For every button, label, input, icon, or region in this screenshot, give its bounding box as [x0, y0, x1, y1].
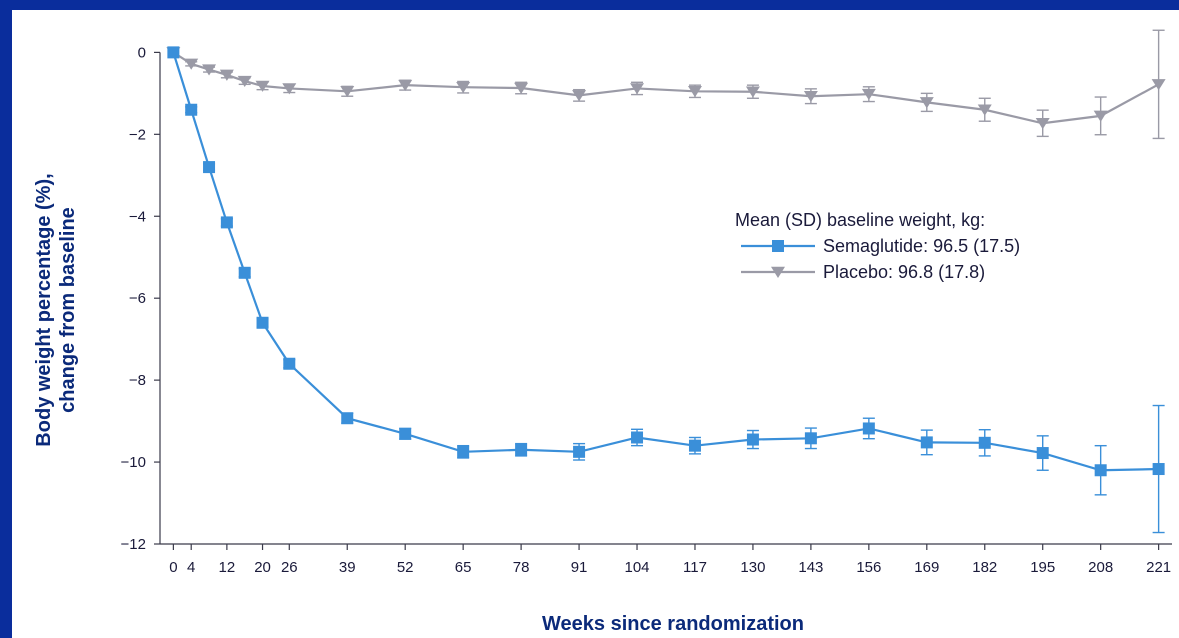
x-tick-label: 65 [455, 559, 472, 576]
data-point [514, 82, 529, 94]
data-point [220, 216, 233, 229]
data-point [630, 83, 645, 95]
x-tick-label: 182 [972, 559, 997, 576]
data-point [457, 445, 470, 458]
series-placebo [166, 29, 1166, 140]
x-tick-label: 91 [571, 559, 588, 576]
legend: Mean (SD) baseline weight, kg: Semaglutid… [735, 210, 1020, 282]
x-tick-label: 130 [740, 559, 765, 576]
x-tick-label: 39 [339, 559, 356, 576]
data-point [219, 69, 234, 81]
x-tick-label: 156 [856, 559, 881, 576]
x-tick-label: 26 [281, 559, 298, 576]
y-tick-label: 0 [138, 44, 146, 61]
x-tick-label: 117 [683, 559, 707, 576]
data-point [861, 88, 876, 101]
data-point [515, 443, 528, 456]
y-tick-label: −8 [129, 372, 146, 389]
x-tick-label: 221 [1146, 559, 1171, 576]
data-point [184, 58, 199, 70]
legend-item: Semaglutide: 96.5 (17.5) [741, 236, 1020, 256]
x-tick-label: 20 [254, 559, 271, 576]
series-semaglutide [167, 46, 1165, 534]
data-point [977, 104, 992, 116]
y-axis-title-line1: Body weight percentage (%), [33, 173, 55, 446]
data-point [255, 80, 270, 92]
axes [154, 51, 1172, 550]
data-point [203, 161, 216, 174]
data-point [1036, 447, 1049, 460]
tick-labels: 0−2−4−6−8−10−120 4 12 20 26 39 52 65 78 91 104 117 1… [121, 44, 1172, 576]
chart-panel: 0 −2 −4 −6 −8 −10 −12 0 4 12 20 26 39 52 65 78 91 104 117 1… [12, 10, 1179, 638]
data-point [341, 412, 354, 425]
data-point [772, 240, 784, 252]
y-tick-label: −6 [129, 290, 146, 307]
x-tick-label: 0 [169, 559, 177, 576]
data-point [340, 86, 355, 98]
series-line [172, 51, 1160, 125]
legend-title: Mean (SD) baseline weight, kg: [735, 210, 985, 230]
x-tick-label: 78 [513, 559, 530, 576]
x-tick-label: 52 [397, 559, 414, 576]
x-tick-label: 169 [914, 559, 939, 576]
data-point [456, 81, 471, 94]
series-layer [166, 29, 1166, 534]
data-point [687, 86, 702, 98]
data-point [804, 432, 817, 445]
data-point [862, 422, 875, 435]
data-point [745, 86, 760, 98]
legend-label: Placebo: 96.8 (17.8) [823, 262, 985, 282]
data-point [238, 266, 251, 279]
data-point [771, 266, 785, 278]
data-point [1152, 463, 1165, 476]
data-point [920, 436, 933, 449]
y-tick-label: −2 [129, 126, 146, 143]
data-point [282, 83, 297, 95]
data-point [237, 75, 252, 88]
weight-change-chart: 0−2−4−6−8−10−120 4 12 20 26 39 52 65 78 91 104 117 1… [33, 29, 1172, 635]
data-point [283, 357, 296, 370]
data-point [688, 439, 701, 452]
data-point [631, 431, 644, 444]
legend-label: Semaglutide: 96.5 (17.5) [823, 236, 1020, 256]
x-tick-label: 104 [625, 559, 650, 576]
data-point [978, 436, 991, 449]
x-axis-title: Weeks since randomization [542, 613, 804, 635]
data-point [1035, 118, 1050, 130]
data-point [399, 427, 412, 440]
data-point [185, 103, 198, 116]
data-point [1094, 464, 1107, 477]
x-tick-label: 195 [1030, 559, 1055, 576]
x-tick-label: 12 [219, 559, 236, 576]
data-point [919, 97, 934, 109]
data-point [202, 64, 217, 76]
data-point [167, 46, 180, 59]
data-point [1093, 110, 1108, 122]
data-point [1151, 79, 1166, 91]
legend-item: Placebo: 96.8 (17.8) [741, 262, 985, 282]
data-point [398, 79, 413, 92]
data-point [746, 433, 759, 446]
y-tick-label: −12 [121, 536, 146, 553]
series-line [172, 52, 1159, 472]
data-point [803, 90, 818, 103]
x-tick-label: 208 [1088, 559, 1113, 576]
x-tick-label: 143 [798, 559, 823, 576]
data-point [573, 445, 586, 458]
y-tick-label: −4 [129, 208, 146, 225]
x-tick-label: 4 [187, 559, 195, 576]
y-axis-title-line2: change from baseline [57, 207, 79, 413]
data-point [572, 90, 587, 102]
y-tick-label: −10 [121, 454, 146, 471]
data-point [256, 316, 269, 329]
